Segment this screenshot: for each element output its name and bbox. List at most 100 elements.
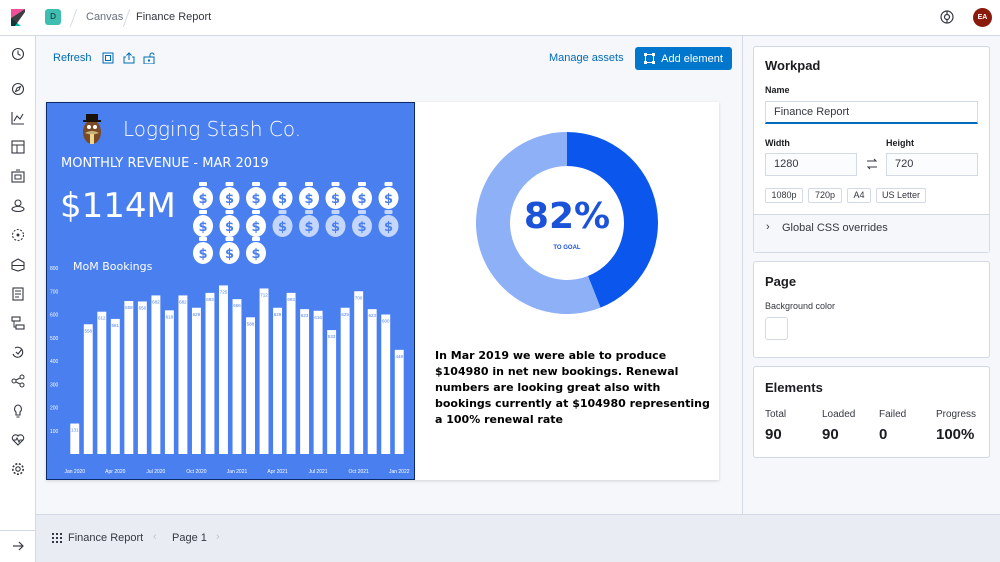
preset-720p-button[interactable]: 720p bbox=[808, 188, 842, 203]
svg-text:$: $ bbox=[278, 192, 287, 207]
css-overrides-accordion[interactable] bbox=[754, 215, 989, 252]
money-bag-icon: $ bbox=[246, 237, 266, 264]
manage-assets-button[interactable]: Manage assets bbox=[549, 52, 624, 64]
x-tick-label: Apr 2020 bbox=[105, 469, 126, 475]
monitoring-icon[interactable] bbox=[11, 433, 25, 447]
css-overrides-label: Global CSS overrides bbox=[782, 222, 888, 234]
recent-icon[interactable] bbox=[11, 47, 25, 61]
bar bbox=[191, 307, 201, 454]
svg-text:$: $ bbox=[251, 247, 260, 262]
prev-page-icon[interactable]: ‹ bbox=[153, 531, 157, 543]
preset-a4-button[interactable]: A4 bbox=[847, 188, 871, 203]
workpad-name-button[interactable]: Finance Report bbox=[68, 532, 144, 544]
infrastructure-icon[interactable] bbox=[11, 258, 25, 272]
bar bbox=[246, 317, 255, 454]
bar bbox=[151, 295, 161, 454]
x-tick-label: Jul 2021 bbox=[309, 469, 328, 475]
x-tick-label: Apr 2021 bbox=[267, 469, 288, 475]
revenue-panel[interactable] bbox=[46, 102, 415, 480]
ml-icon[interactable] bbox=[11, 228, 25, 242]
add-element-button[interactable]: Add element bbox=[635, 47, 732, 70]
logs-icon[interactable] bbox=[11, 287, 25, 301]
page-panel bbox=[753, 261, 990, 358]
money-bag-icon: $ bbox=[325, 210, 346, 237]
page-manager-bar bbox=[36, 514, 1000, 562]
background-color-swatch[interactable] bbox=[765, 317, 788, 340]
svg-text:$: $ bbox=[357, 220, 366, 235]
fullscreen-icon[interactable] bbox=[102, 52, 114, 64]
money-bag-icon: $ bbox=[378, 210, 399, 237]
bar-data-label: 656 bbox=[139, 305, 147, 310]
dashboard-icon[interactable] bbox=[11, 140, 25, 154]
graph-icon[interactable] bbox=[11, 374, 25, 388]
stat-progress-label: Progress bbox=[936, 409, 977, 420]
collapse-nav-icon[interactable] bbox=[11, 539, 25, 553]
refresh-button[interactable]: Refresh bbox=[53, 52, 92, 64]
bar bbox=[137, 301, 147, 454]
x-tick-label: Oct 2021 bbox=[349, 469, 370, 475]
bar bbox=[273, 307, 283, 454]
elements-panel-title: Elements bbox=[765, 380, 823, 395]
svg-text:$: $ bbox=[198, 192, 207, 207]
width-input[interactable]: 1280 bbox=[765, 153, 857, 176]
svg-text:$: $ bbox=[198, 247, 207, 262]
money-bag-icon: $ bbox=[193, 210, 213, 237]
bar-data-label: 693 bbox=[206, 297, 214, 302]
bar bbox=[124, 301, 134, 454]
donut-slice-achieved bbox=[567, 132, 658, 308]
apps-grid-icon[interactable] bbox=[52, 533, 62, 543]
height-input[interactable]: 720 bbox=[886, 153, 978, 176]
breadcrumb-canvas[interactable]: Canvas bbox=[86, 11, 124, 23]
uptime-icon[interactable] bbox=[11, 345, 25, 359]
money-bag-icon: $ bbox=[352, 182, 372, 209]
money-bags-infographic: $ $ $ $ $ $ $ $ $ $ $ $ $ $ $ $ $ $ $ bbox=[193, 182, 399, 264]
user-avatar[interactable]: EA bbox=[973, 8, 992, 27]
y-tick-label: 600 bbox=[50, 313, 59, 319]
bar bbox=[164, 310, 174, 454]
money-bag-icon: $ bbox=[219, 237, 240, 264]
bar-data-label: 581 bbox=[112, 323, 120, 328]
preset-1080p-button[interactable]: 1080p bbox=[765, 188, 803, 203]
kibana-logo-icon[interactable] bbox=[11, 9, 25, 26]
share-icon[interactable] bbox=[123, 52, 135, 64]
x-tick-label: Jan 2021 bbox=[227, 469, 248, 475]
canvas-icon[interactable] bbox=[11, 169, 25, 183]
y-tick-label: 100 bbox=[50, 429, 59, 435]
chevron-right-icon: › bbox=[766, 221, 770, 233]
discover-icon[interactable] bbox=[11, 82, 25, 96]
lock-icon[interactable] bbox=[143, 52, 155, 64]
money-bag-icon: $ bbox=[325, 182, 346, 209]
x-tick-label: Jan 2022 bbox=[389, 469, 410, 475]
money-bag-icon: $ bbox=[193, 237, 213, 264]
apm-icon[interactable] bbox=[11, 316, 25, 330]
bar bbox=[327, 330, 337, 454]
y-tick-label: 200 bbox=[50, 406, 59, 412]
devtools-icon[interactable] bbox=[11, 404, 25, 418]
maps-icon[interactable] bbox=[11, 198, 25, 213]
y-tick-label: 500 bbox=[50, 336, 59, 342]
money-bag-icon: $ bbox=[272, 182, 293, 209]
nav-divider bbox=[0, 530, 36, 531]
stat-failed-value: 0 bbox=[879, 426, 888, 443]
management-icon[interactable] bbox=[11, 462, 25, 476]
goal-percent: 82% bbox=[523, 196, 611, 237]
name-input[interactable]: Finance Report bbox=[765, 101, 978, 124]
x-tick-label: Jul 2020 bbox=[146, 469, 165, 475]
page-selector[interactable]: Page 1 bbox=[172, 532, 207, 544]
bar-data-label: 658 bbox=[125, 305, 133, 310]
revenue-value: $114M bbox=[60, 186, 176, 226]
bar-data-label: 629 bbox=[274, 312, 282, 317]
y-tick-label: 300 bbox=[50, 382, 59, 388]
money-bag-icon: $ bbox=[193, 182, 213, 209]
next-page-icon[interactable]: › bbox=[216, 531, 220, 543]
bar-data-label: 629 bbox=[193, 312, 201, 317]
swap-dimensions-icon[interactable] bbox=[866, 158, 878, 170]
money-bag-icon: $ bbox=[219, 182, 240, 209]
svg-text:$: $ bbox=[331, 192, 340, 207]
bar bbox=[381, 314, 391, 454]
bar-data-label: 618 bbox=[166, 314, 174, 319]
visualize-icon[interactable] bbox=[11, 111, 25, 125]
preset-us-letter-button[interactable]: US Letter bbox=[876, 188, 926, 203]
help-globe-icon[interactable] bbox=[940, 10, 954, 24]
space-avatar[interactable]: D bbox=[45, 9, 61, 25]
